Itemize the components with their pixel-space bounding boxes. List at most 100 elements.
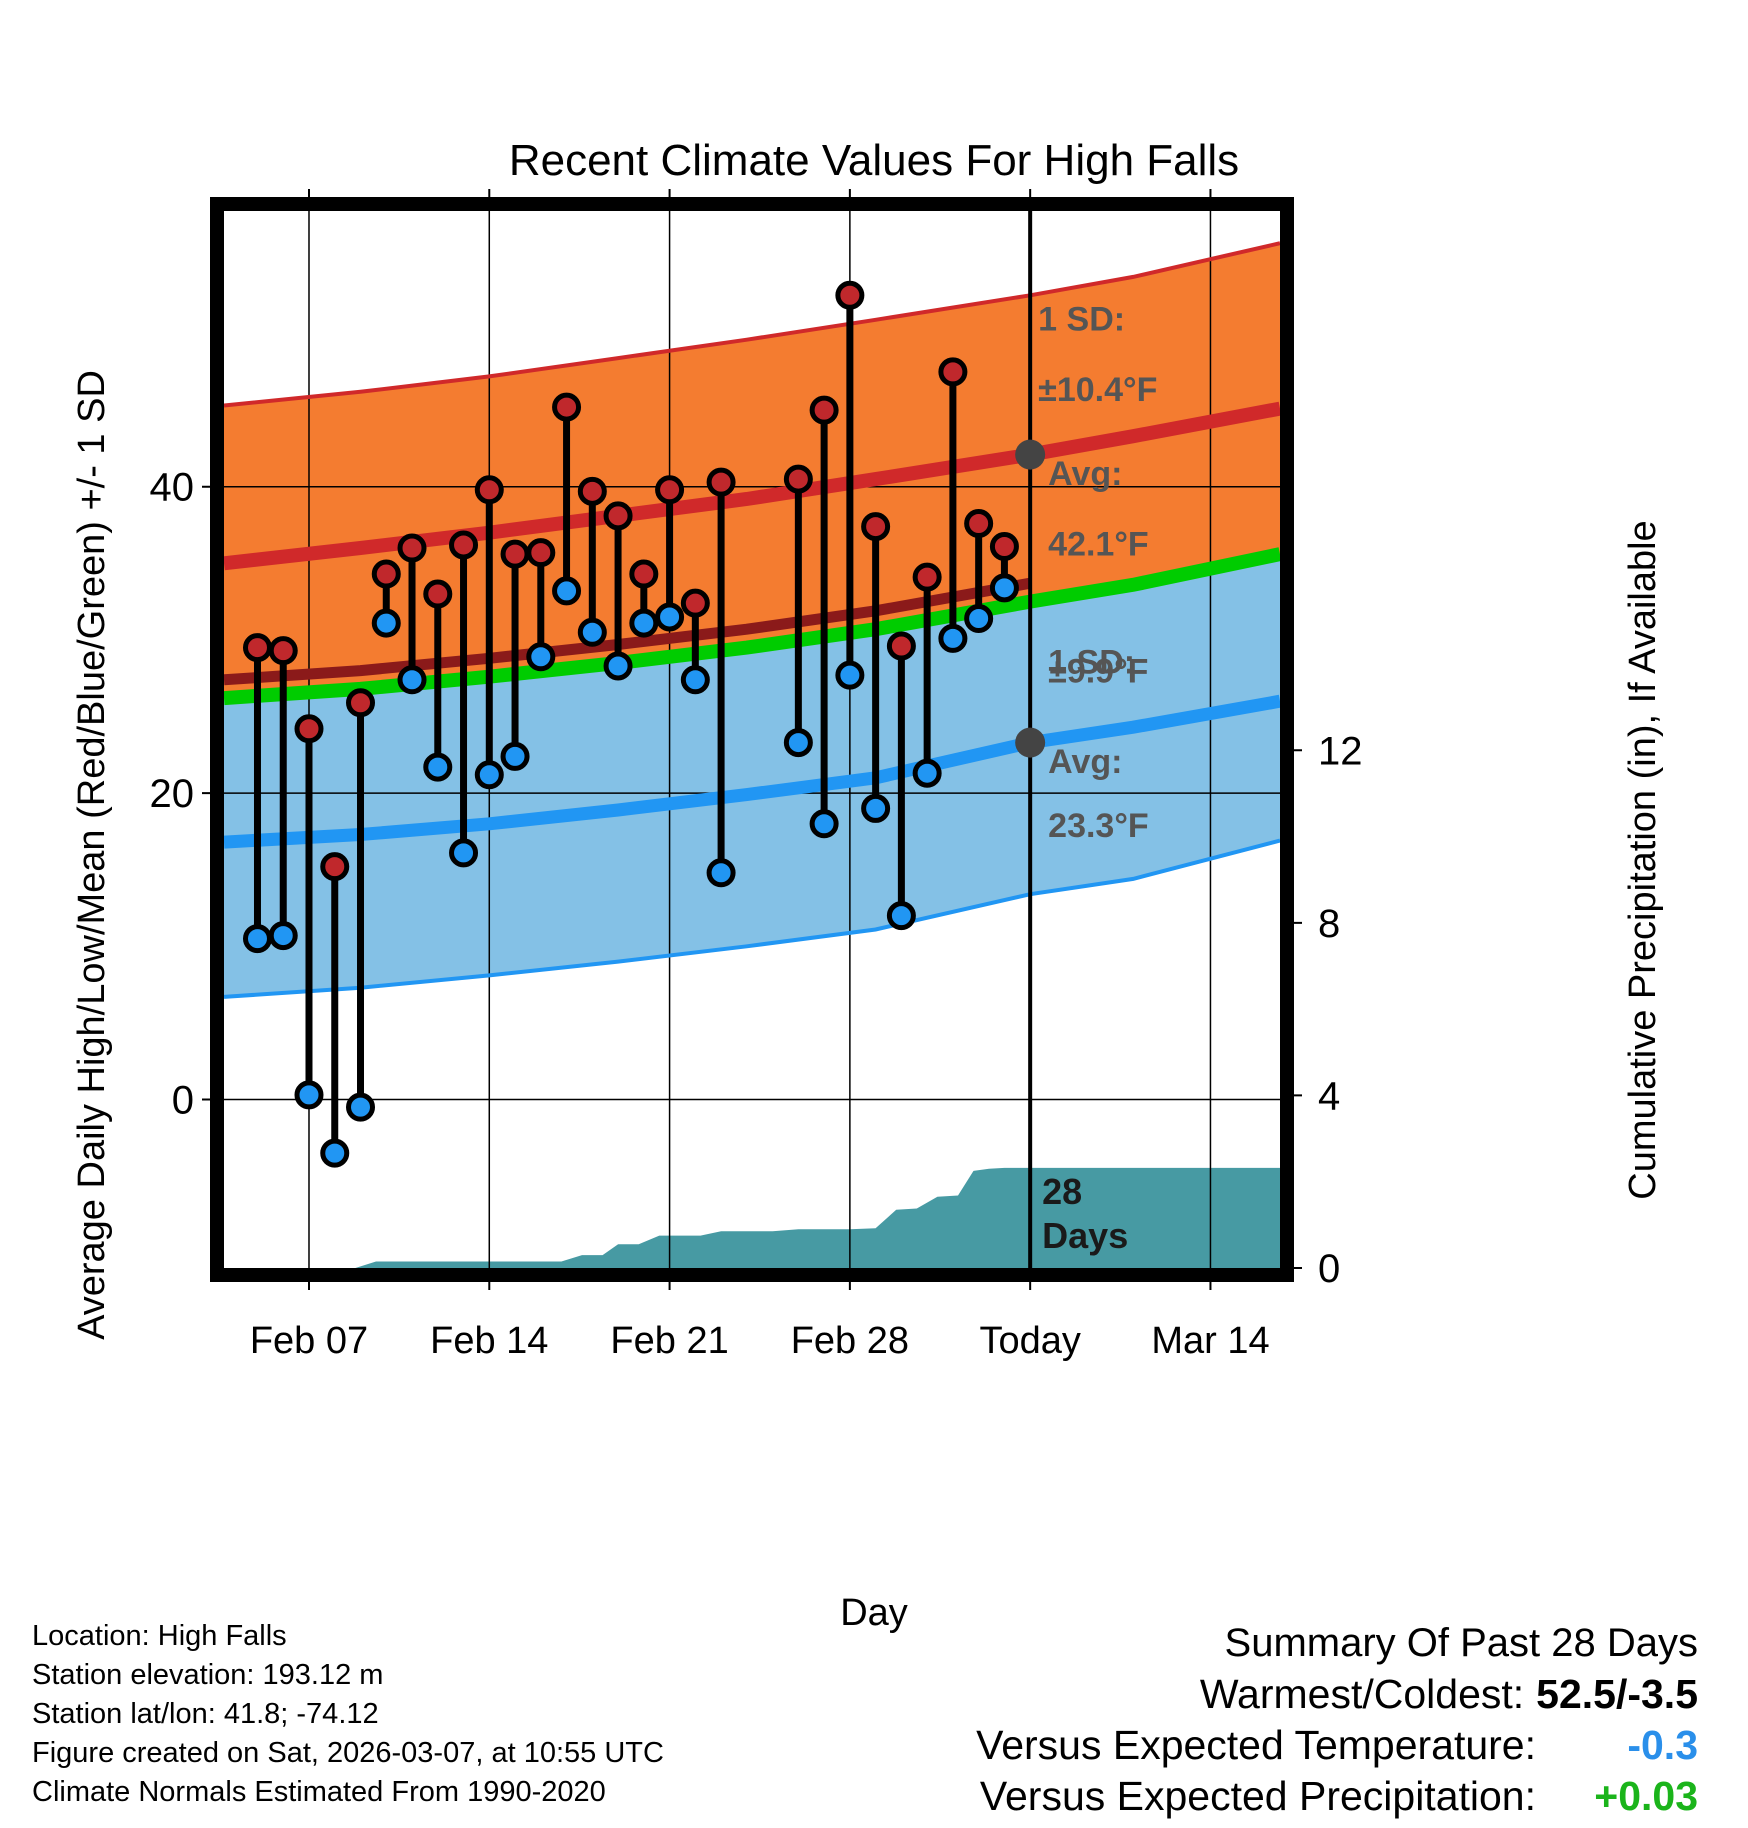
high-point [268, 636, 298, 666]
low-point [552, 576, 582, 606]
low-point [861, 793, 891, 823]
low-point [346, 1092, 376, 1122]
low-point [938, 623, 968, 653]
y2-tick-label: 12 [1318, 729, 1363, 773]
high-point [320, 852, 350, 882]
high-point [423, 579, 453, 609]
high-point [397, 533, 427, 563]
high-point [912, 562, 942, 592]
low-point [294, 1080, 324, 1110]
low-sd-value: ±9.9°F [1048, 653, 1148, 691]
warmest-value: 52.5/-3.5 [1536, 1671, 1698, 1717]
low-sd-band [224, 554, 1280, 997]
y-axis-label: Average Daily High/Low/Mean (Red/Blue/Gr… [71, 370, 113, 1340]
y-tick-label: 0 [172, 1078, 194, 1122]
high-sd-value: ±10.4°F [1038, 371, 1157, 409]
low-point [886, 901, 916, 931]
low-point [655, 602, 685, 632]
high-point [989, 531, 1019, 561]
low-point [964, 603, 994, 633]
low-point [989, 573, 1019, 603]
low-point [500, 741, 530, 771]
x-tick-label: Feb 21 [610, 1320, 728, 1362]
high-avg-value: 42.1°F [1048, 526, 1149, 564]
summary-title: Summary Of Past 28 Days [1224, 1621, 1698, 1665]
warmest-label: Warmest/Coldest: [1199, 1671, 1525, 1717]
x-axis-label: Day [840, 1592, 908, 1634]
low-sd-lower-line [224, 838, 1280, 999]
precip-row: Versus Expected Precipitation: +0.03 [976, 1771, 1698, 1822]
y2-tick-label: 8 [1318, 902, 1340, 946]
high-point [294, 714, 324, 744]
high-point [603, 501, 633, 531]
low-point [629, 608, 659, 638]
low-point [809, 809, 839, 839]
low-point [603, 651, 633, 681]
latlon-text: Station lat/lon: 41.8; -74.12 [32, 1698, 379, 1730]
low-point [423, 752, 453, 782]
summary-panel: Summary Of Past 28 Days Warmest/Coldest:… [976, 1618, 1698, 1822]
high-point [577, 476, 607, 506]
plot-interior [224, 211, 1280, 1268]
high-point [655, 475, 685, 505]
low-point [320, 1138, 350, 1168]
high-point [526, 538, 556, 568]
plot-frame [210, 197, 1294, 1282]
low-point [835, 660, 865, 690]
high-point [964, 509, 994, 539]
temp-value: -0.3 [1627, 1722, 1698, 1768]
x-tick-label: Feb 14 [430, 1320, 548, 1362]
low-point [577, 617, 607, 647]
y-tick-label: 20 [150, 772, 195, 816]
high-point [809, 395, 839, 425]
x-tick-label: Today [979, 1320, 1080, 1362]
y2-axis-label: Cumulative Precipitation (in), If Availa… [1622, 520, 1664, 1199]
low-avg-line [224, 694, 1280, 849]
high-sd-upper-line [224, 241, 1280, 408]
chart-title: Recent Climate Values For High Falls [509, 136, 1239, 185]
location-text: Location: High Falls [32, 1620, 287, 1652]
high-point [346, 688, 376, 718]
low-avg-value: 23.3°F [1048, 807, 1149, 845]
low-point [268, 921, 298, 951]
precip-area [224, 1167, 1280, 1268]
low-point [371, 608, 401, 638]
high-point [552, 392, 582, 422]
low-point [706, 858, 736, 888]
low-point [680, 665, 710, 695]
y2-tick-label: 0 [1318, 1247, 1340, 1291]
precip-value: +0.03 [1594, 1773, 1698, 1819]
y2-tick-label: 4 [1318, 1074, 1340, 1118]
low-point [242, 924, 272, 954]
high-avg-marker [1015, 439, 1046, 470]
high-point [680, 588, 710, 618]
low-point [449, 838, 479, 868]
low-point [474, 760, 504, 790]
high-sd-label: 1 SD: [1038, 300, 1125, 338]
low-point [783, 728, 813, 758]
high-point [706, 467, 736, 497]
low-point [397, 665, 427, 695]
low-sd-label: 1 SD: [1048, 644, 1135, 682]
temp-row: Versus Expected Temperature: -0.3 [976, 1720, 1698, 1771]
x-tick-label: Feb 07 [250, 1320, 368, 1362]
high-point [500, 539, 530, 569]
y-tick-label: 40 [150, 466, 195, 510]
days-label: Days [1042, 1215, 1128, 1256]
high-point [886, 631, 916, 661]
x-tick-label: Feb 28 [791, 1320, 909, 1362]
high-point [242, 633, 272, 663]
created-text: Figure created on Sat, 2026-03-07, at 10… [32, 1737, 664, 1769]
warmest-row: Warmest/Coldest: 52.5/-3.5 [976, 1669, 1698, 1720]
high-point [474, 475, 504, 505]
precip-label: Versus Expected Precipitation: [979, 1773, 1536, 1819]
normals-text: Climate Normals Estimated From 1990-2020 [32, 1776, 606, 1808]
low-point [912, 758, 942, 788]
high-point [449, 530, 479, 560]
high-point [938, 357, 968, 387]
high-point [629, 559, 659, 589]
high-point [783, 464, 813, 494]
days-number: 28 [1042, 1171, 1082, 1212]
